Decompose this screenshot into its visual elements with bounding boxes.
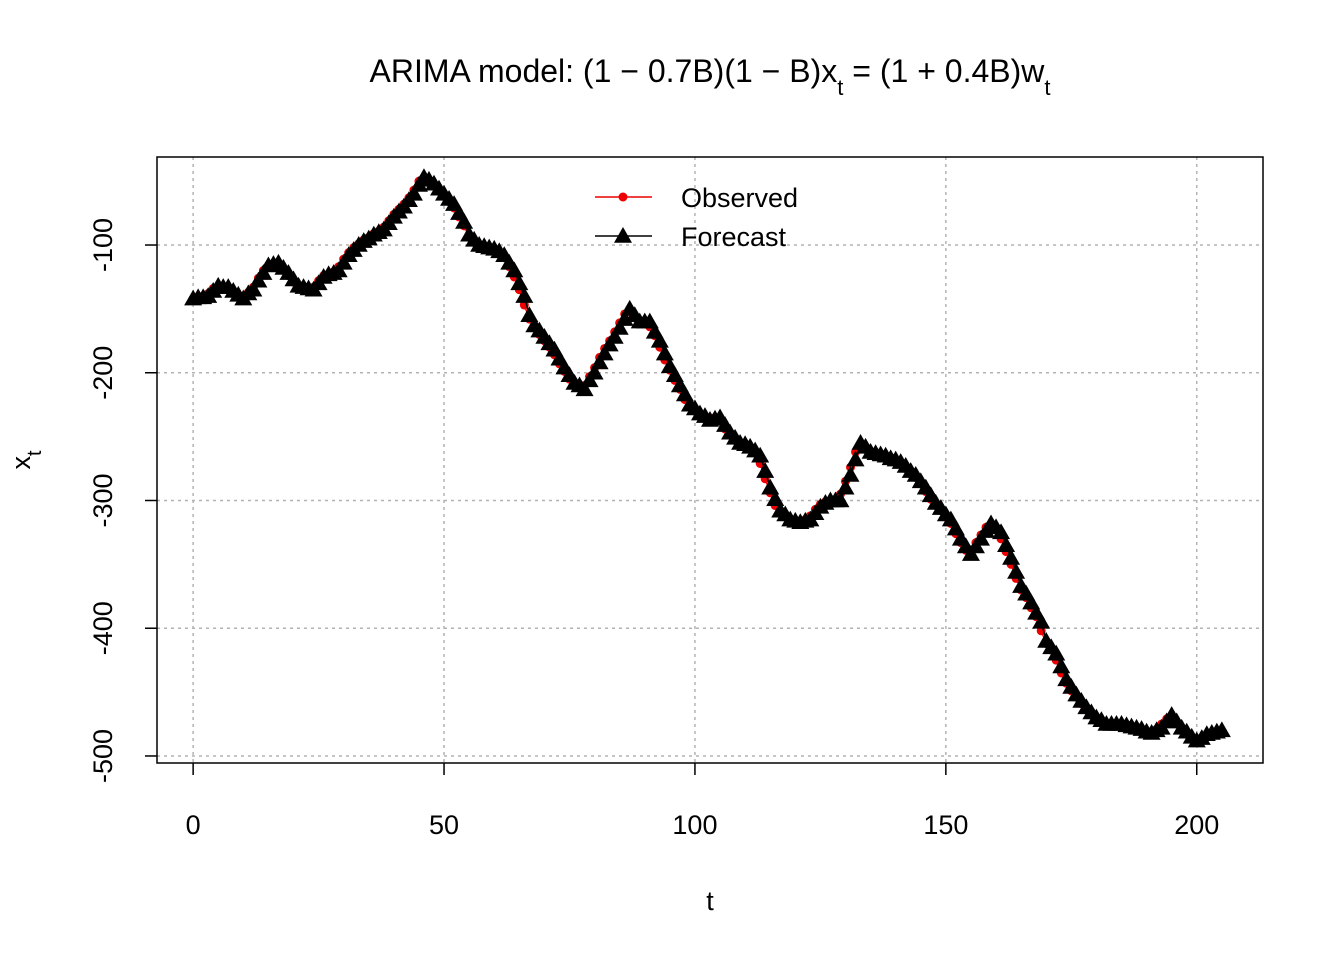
triangle-marker xyxy=(1212,721,1231,738)
triangle-marker xyxy=(997,536,1016,552)
title-part: ARIMA model: (1 − 0.7B)(1 − B)x xyxy=(370,53,838,89)
triangle-marker xyxy=(455,213,474,229)
title-subscript: t xyxy=(837,75,843,100)
label-subscript: t xyxy=(24,450,46,456)
x-axis-label: t xyxy=(706,886,714,916)
triangle-marker xyxy=(614,227,632,243)
triangle-marker xyxy=(590,353,609,370)
triangle-marker xyxy=(1032,612,1051,629)
grid xyxy=(157,157,1263,763)
legend-label: Forecast xyxy=(681,222,787,252)
triangle-marker xyxy=(595,344,614,361)
chart-title: ARIMA model: (1 − 0.7B)(1 − B)xt = (1 + … xyxy=(370,53,1051,100)
legend-label: Observed xyxy=(681,183,798,213)
y-axis-label: xt xyxy=(6,450,46,470)
x-tick-label: 200 xyxy=(1174,810,1219,840)
triangle-marker xyxy=(766,490,785,506)
y-tick-label: -400 xyxy=(88,601,118,655)
y-tick-label: -100 xyxy=(88,218,118,272)
x-tick-label: 0 xyxy=(186,810,201,840)
triangle-marker xyxy=(610,319,629,335)
title-part: = (1 + 0.4B)w xyxy=(843,53,1045,89)
plot-frame xyxy=(156,156,1264,764)
triangle-marker xyxy=(992,523,1011,540)
triangle-marker xyxy=(761,478,780,495)
triangle-marker xyxy=(505,261,524,278)
triangle-marker xyxy=(650,331,669,348)
axes: 0 50 100 150 200 -500 -400 -300 -200 -100 xyxy=(88,218,1219,840)
triangle-marker xyxy=(1052,657,1071,674)
label-part: x xyxy=(6,456,36,470)
triangle-marker xyxy=(846,450,865,467)
triangle-marker xyxy=(655,344,674,361)
triangle-marker xyxy=(244,280,263,297)
x-tick-label: 100 xyxy=(672,810,717,840)
y-tick-label: -500 xyxy=(88,729,118,783)
triangle-marker xyxy=(605,327,624,344)
triangle-marker xyxy=(575,380,594,397)
plot-area xyxy=(184,168,1231,748)
y-tick-label: -300 xyxy=(88,473,118,527)
y-tick-label: -200 xyxy=(88,346,118,400)
triangle-marker xyxy=(515,287,534,303)
point-marker xyxy=(618,192,628,202)
triangle-marker xyxy=(1047,644,1066,661)
title-subscript: t xyxy=(1044,75,1050,100)
triangle-marker xyxy=(756,462,775,478)
triangle-marker xyxy=(836,478,855,495)
triangle-marker xyxy=(1007,563,1026,579)
triangle-marker xyxy=(510,274,529,291)
triangle-marker xyxy=(404,184,423,201)
triangle-marker xyxy=(585,363,604,380)
triangle-marker xyxy=(751,446,770,463)
legend: Observed Forecast xyxy=(595,183,798,252)
x-tick-label: 50 xyxy=(429,810,459,840)
triangle-marker xyxy=(1002,548,1021,565)
x-tick-label: 150 xyxy=(923,810,968,840)
triangle-marker xyxy=(831,491,850,508)
triangle-marker xyxy=(841,465,860,482)
